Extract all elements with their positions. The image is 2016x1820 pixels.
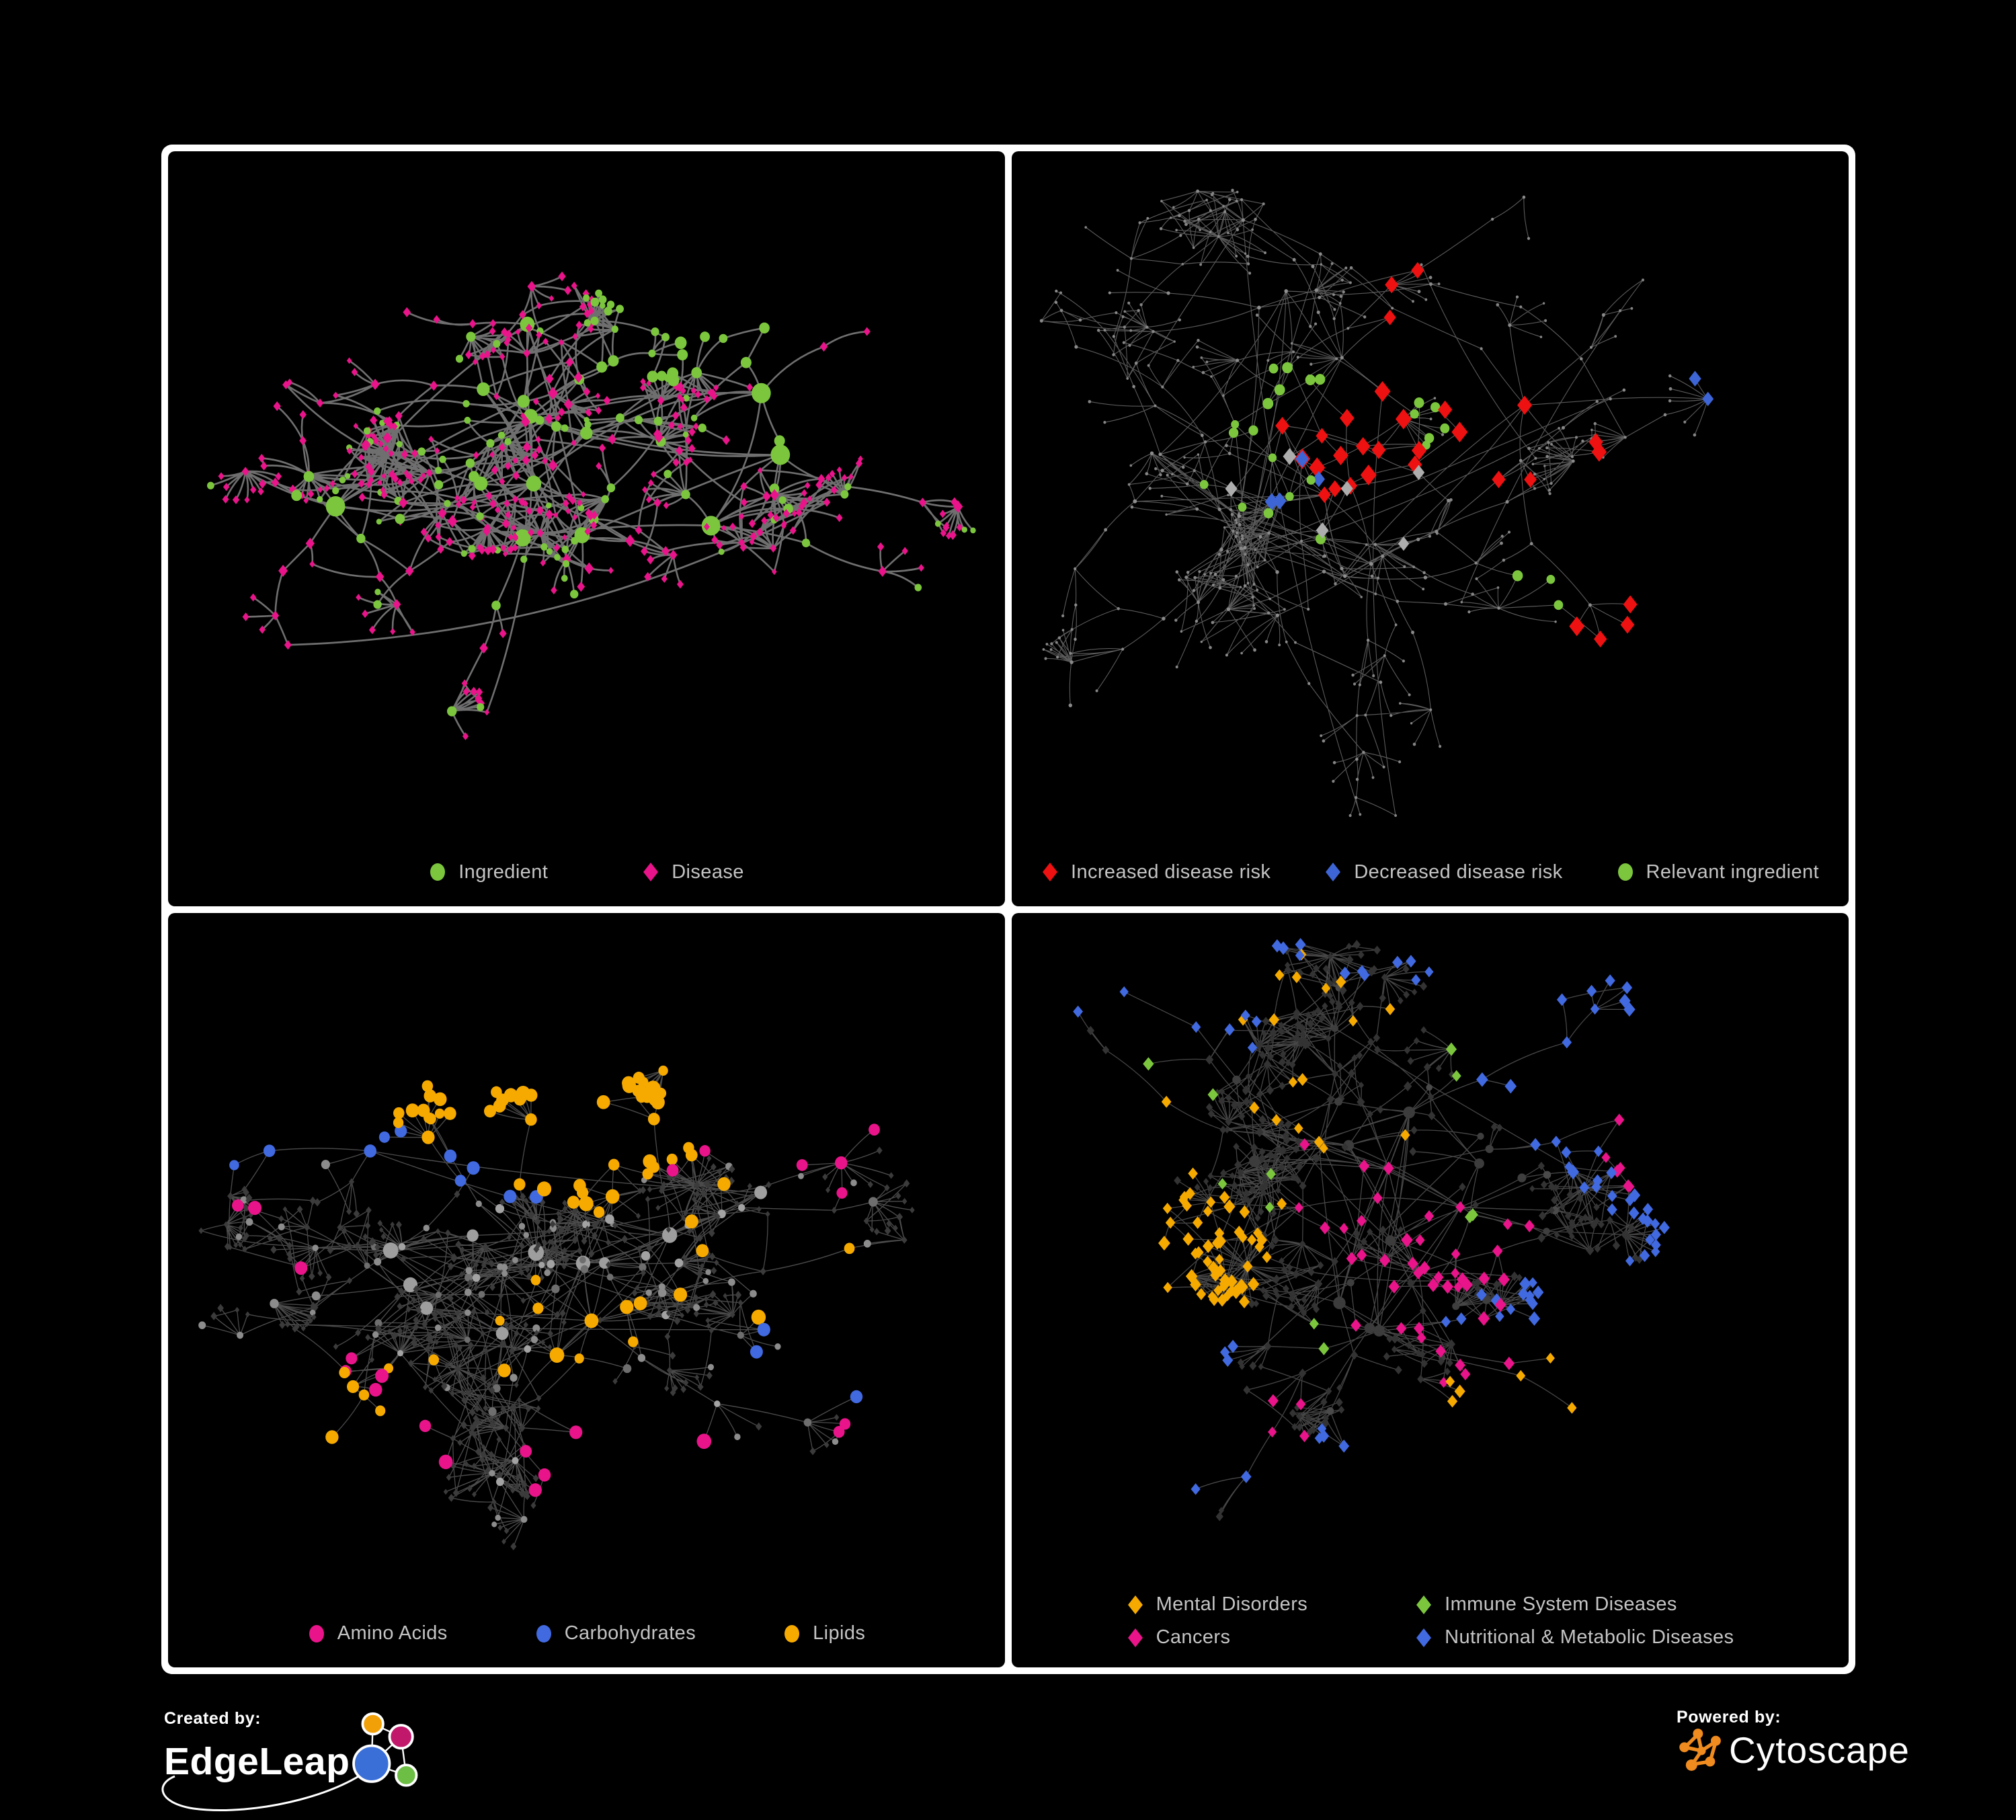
legend-ingredient-disease: Ingredient Disease [168,857,1005,906]
edgeleap-swoosh-icon [161,1753,387,1811]
powered-by-label: Powered by: [1677,1708,1781,1727]
legend-diamond-icon [1416,1628,1432,1647]
legend-diamond-icon [643,863,659,881]
legend-item: Cancers [1127,1626,1308,1649]
legend-item: Lipids [783,1622,865,1645]
legend-disease-classes: Mental Disorders Immune System Diseases Ca… [1012,1589,1849,1667]
network-nutrient-classes-canvas[interactable] [168,913,1005,1619]
legend-circle-icon [536,1624,551,1643]
legend-label: Nutritional & Metabolic Diseases [1445,1626,1734,1648]
legend-circle-icon [430,863,446,881]
legend-item: Amino Acids [308,1622,448,1645]
edgeleap-logo-icon [352,1712,418,1787]
legend-nutrient-classes: Amino Acids Carbohydrates Lipids [168,1618,1005,1667]
legend-disease-risk: Increased disease risk Decreased disease … [1012,857,1849,906]
panel-nutrient-classes: Amino Acids Carbohydrates Lipids [168,912,1005,1667]
legend-circle-icon [1617,863,1633,881]
network-ingredient-disease-canvas[interactable] [168,151,1005,857]
legend-item: Carbohydrates [535,1622,696,1645]
footer: Created by: EdgeLeap Powered by: [0,1674,2016,1820]
legend-item: Nutritional & Metabolic Diseases [1415,1626,1734,1649]
legend-diamond-icon [1127,1595,1143,1614]
legend-item: Decreased disease risk [1324,861,1562,883]
powered-by-block: Powered by: Cytoscape [1677,1708,1910,1773]
created-by-label: Created by: [164,1709,261,1728]
created-by-block: Created by: EdgeLeap [161,1709,446,1811]
legend-item: Relevant ingredient [1617,861,1819,883]
legend-label: Disease [672,861,744,883]
legend-item: Immune System Diseases [1415,1593,1734,1616]
network-disease-classes-canvas[interactable] [1012,913,1849,1590]
legend-diamond-icon [1416,1595,1432,1614]
legend-label: Amino Acids [337,1622,448,1644]
legend-label: Decreased disease risk [1354,861,1563,883]
legend-item: Mental Disorders [1127,1593,1308,1616]
legend-diamond-icon [1326,863,1341,881]
legend-label: Increased disease risk [1070,861,1271,883]
panel-disease-classes: Mental Disorders Immune System Diseases Ca… [1012,912,1849,1667]
panel-disease-risk: Increased disease risk Decreased disease … [1012,151,1849,906]
legend-circle-icon [784,1624,800,1643]
legend-item: Increased disease risk [1041,861,1271,883]
legend-diamond-icon [1127,1628,1143,1647]
panel-grid: Ingredient Disease Increased disease risk… [161,145,1855,1674]
cytoscape-wordmark: Cytoscape [1729,1729,1910,1771]
network-disease-risk-canvas[interactable] [1012,151,1849,857]
legend-diamond-icon [1042,863,1057,881]
cytoscape-logo-icon [1679,1729,1721,1771]
legend-label: Ingredient [458,861,549,883]
panel-ingredient-disease: Ingredient Disease [168,151,1005,906]
legend-label: Lipids [813,1622,866,1644]
legend-item: Disease [642,861,744,883]
legend-circle-icon [309,1624,324,1643]
legend-label: Cancers [1156,1626,1231,1648]
legend-label: Immune System Diseases [1445,1593,1677,1615]
legend-item: Ingredient [429,861,548,883]
edgeleap-wordmark: EdgeLeap [164,1739,350,1783]
legend-label: Relevant ingredient [1646,861,1820,883]
legend-label: Mental Disorders [1156,1593,1308,1615]
legend-label: Carbohydrates [564,1622,696,1644]
